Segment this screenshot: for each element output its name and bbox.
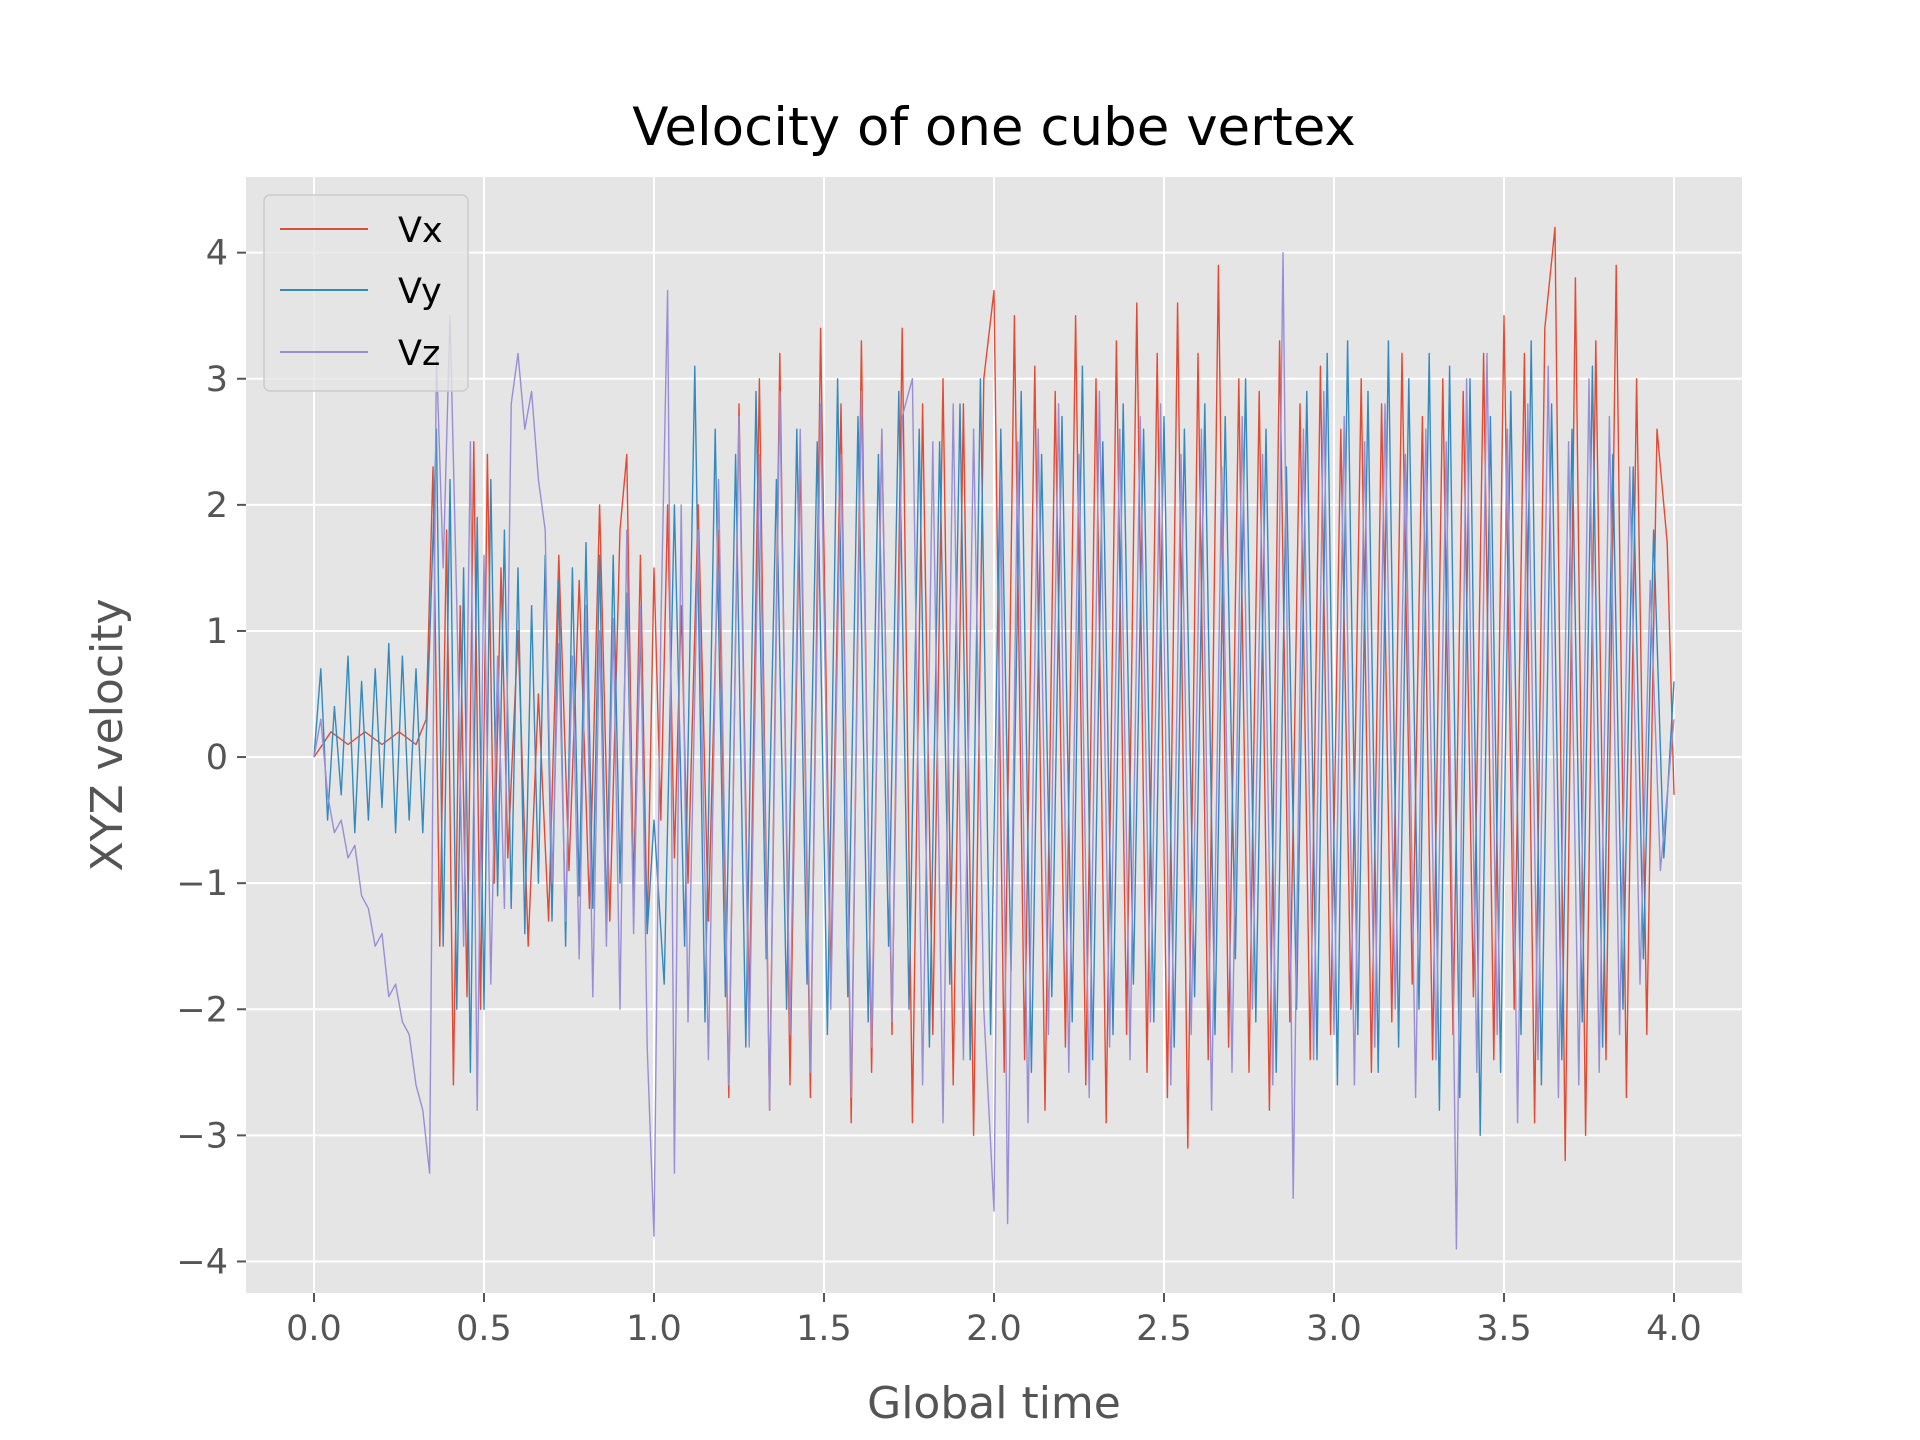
- legend-label-vx: Vx: [398, 211, 443, 251]
- legend-label-vz: Vz: [398, 334, 440, 374]
- y-tick-label: −2: [176, 990, 228, 1030]
- x-tick-label: 1.5: [796, 1309, 852, 1349]
- x-tick-label: 1.0: [626, 1309, 682, 1349]
- x-axis-ticks: 0.0 0.5 1.0 1.5 2.0 2.5 3.0 3.5 4.0: [286, 1293, 1702, 1349]
- y-tick-label: −3: [176, 1116, 228, 1156]
- x-tick-label: 3.0: [1306, 1309, 1362, 1349]
- series-line-vz: [313, 251, 1675, 1250]
- y-axis-ticks: −4 −3 −2 −1 0 1 2 3 4: [176, 234, 246, 1282]
- legend-box: [263, 194, 469, 392]
- legend-label-vy: Vy: [398, 272, 442, 312]
- x-tick-label: 0.0: [286, 1309, 342, 1349]
- y-axis-label: XYZ velocity: [82, 598, 133, 871]
- x-tick-label: 0.5: [456, 1309, 512, 1349]
- y-tick-label: 4: [206, 234, 228, 274]
- series-line-vy: [313, 340, 1675, 1137]
- y-tick-label: 2: [206, 486, 228, 526]
- legend: Vx Vy Vz: [263, 194, 469, 392]
- y-tick-label: −1: [176, 864, 228, 904]
- y-tick-label: 0: [206, 738, 228, 778]
- x-tick-label: 3.5: [1476, 1309, 1532, 1349]
- x-tick-label: 4.0: [1646, 1309, 1702, 1349]
- x-tick-label: 2.0: [966, 1309, 1022, 1349]
- y-tick-label: −4: [176, 1242, 228, 1282]
- y-tick-label: 3: [206, 360, 228, 400]
- y-tick-label: 1: [206, 612, 228, 652]
- chart-title: Velocity of one cube vertex: [632, 97, 1356, 158]
- x-tick-label: 2.5: [1136, 1309, 1192, 1349]
- x-axis-label: Global time: [867, 1378, 1121, 1429]
- series-lines: [313, 226, 1675, 1250]
